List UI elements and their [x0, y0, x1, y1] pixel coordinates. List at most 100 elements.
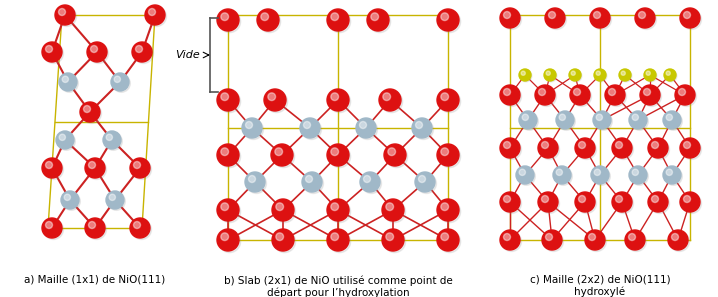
Circle shape [676, 86, 696, 107]
Circle shape [500, 192, 520, 212]
Circle shape [501, 140, 521, 159]
Circle shape [327, 89, 349, 111]
Circle shape [45, 162, 52, 168]
Circle shape [367, 9, 389, 31]
Circle shape [273, 146, 294, 168]
Circle shape [684, 141, 691, 148]
Circle shape [106, 191, 124, 209]
Circle shape [587, 231, 607, 252]
Circle shape [384, 144, 406, 166]
Circle shape [382, 229, 404, 251]
Text: a) Maille (1x1) de NiO(111): a) Maille (1x1) de NiO(111) [24, 275, 166, 285]
Circle shape [516, 166, 534, 184]
Circle shape [217, 199, 239, 221]
Circle shape [503, 195, 510, 203]
Circle shape [64, 194, 70, 200]
Circle shape [681, 10, 701, 29]
Circle shape [302, 172, 322, 192]
Circle shape [536, 86, 556, 107]
Circle shape [666, 71, 671, 75]
Circle shape [439, 91, 461, 113]
Circle shape [383, 231, 406, 253]
Circle shape [61, 191, 79, 209]
Circle shape [103, 131, 121, 149]
Circle shape [648, 138, 668, 158]
Circle shape [275, 148, 283, 156]
Circle shape [388, 148, 396, 156]
Circle shape [553, 166, 571, 184]
Circle shape [134, 162, 141, 168]
Circle shape [594, 69, 606, 81]
Circle shape [245, 172, 265, 192]
Circle shape [381, 91, 403, 113]
Circle shape [680, 8, 700, 28]
Circle shape [630, 112, 648, 130]
Circle shape [668, 230, 688, 250]
Circle shape [684, 195, 691, 203]
Circle shape [57, 132, 75, 150]
Circle shape [556, 111, 574, 129]
Circle shape [541, 195, 549, 203]
Circle shape [412, 118, 432, 138]
Circle shape [439, 231, 461, 253]
Circle shape [625, 230, 645, 250]
Circle shape [379, 89, 401, 111]
Circle shape [382, 199, 404, 221]
Circle shape [577, 140, 597, 159]
Circle shape [590, 8, 610, 28]
Text: b) Slab (2x1) de NiO utilisé comme point de
départ pour l’hydroxylation: b) Slab (2x1) de NiO utilisé comme point… [223, 275, 452, 297]
Circle shape [243, 119, 264, 140]
Circle shape [679, 89, 686, 96]
Circle shape [575, 138, 595, 158]
Circle shape [86, 159, 106, 179]
Circle shape [636, 10, 656, 29]
Circle shape [613, 194, 633, 214]
Circle shape [441, 93, 449, 101]
Circle shape [386, 203, 393, 211]
Circle shape [501, 194, 521, 214]
Circle shape [221, 203, 228, 211]
Circle shape [650, 140, 669, 159]
Circle shape [439, 11, 461, 33]
Circle shape [130, 158, 150, 178]
Circle shape [45, 222, 52, 228]
Circle shape [149, 9, 156, 15]
Circle shape [549, 12, 556, 18]
Circle shape [538, 192, 558, 212]
Circle shape [437, 199, 459, 221]
Circle shape [42, 158, 62, 178]
Circle shape [219, 146, 241, 168]
Circle shape [274, 201, 296, 223]
Circle shape [638, 12, 645, 18]
Circle shape [112, 74, 131, 92]
Circle shape [663, 166, 681, 184]
Circle shape [363, 176, 370, 182]
Circle shape [680, 138, 700, 158]
Circle shape [329, 91, 350, 113]
Circle shape [134, 222, 141, 228]
Circle shape [666, 114, 673, 121]
Circle shape [56, 131, 74, 149]
Circle shape [219, 91, 241, 113]
Circle shape [500, 8, 520, 28]
Circle shape [304, 121, 310, 129]
Circle shape [500, 138, 520, 158]
Circle shape [109, 194, 116, 200]
Circle shape [521, 71, 526, 75]
Circle shape [264, 89, 286, 111]
Circle shape [108, 192, 126, 210]
Circle shape [592, 10, 612, 29]
Circle shape [519, 111, 537, 129]
Circle shape [500, 230, 520, 250]
Circle shape [331, 148, 339, 156]
Circle shape [272, 229, 294, 251]
Circle shape [416, 173, 437, 194]
Circle shape [62, 192, 80, 210]
Circle shape [669, 231, 689, 252]
Circle shape [329, 11, 350, 33]
Circle shape [368, 11, 391, 33]
Circle shape [612, 138, 632, 158]
Circle shape [546, 10, 567, 29]
Circle shape [44, 219, 63, 239]
Circle shape [437, 9, 459, 31]
